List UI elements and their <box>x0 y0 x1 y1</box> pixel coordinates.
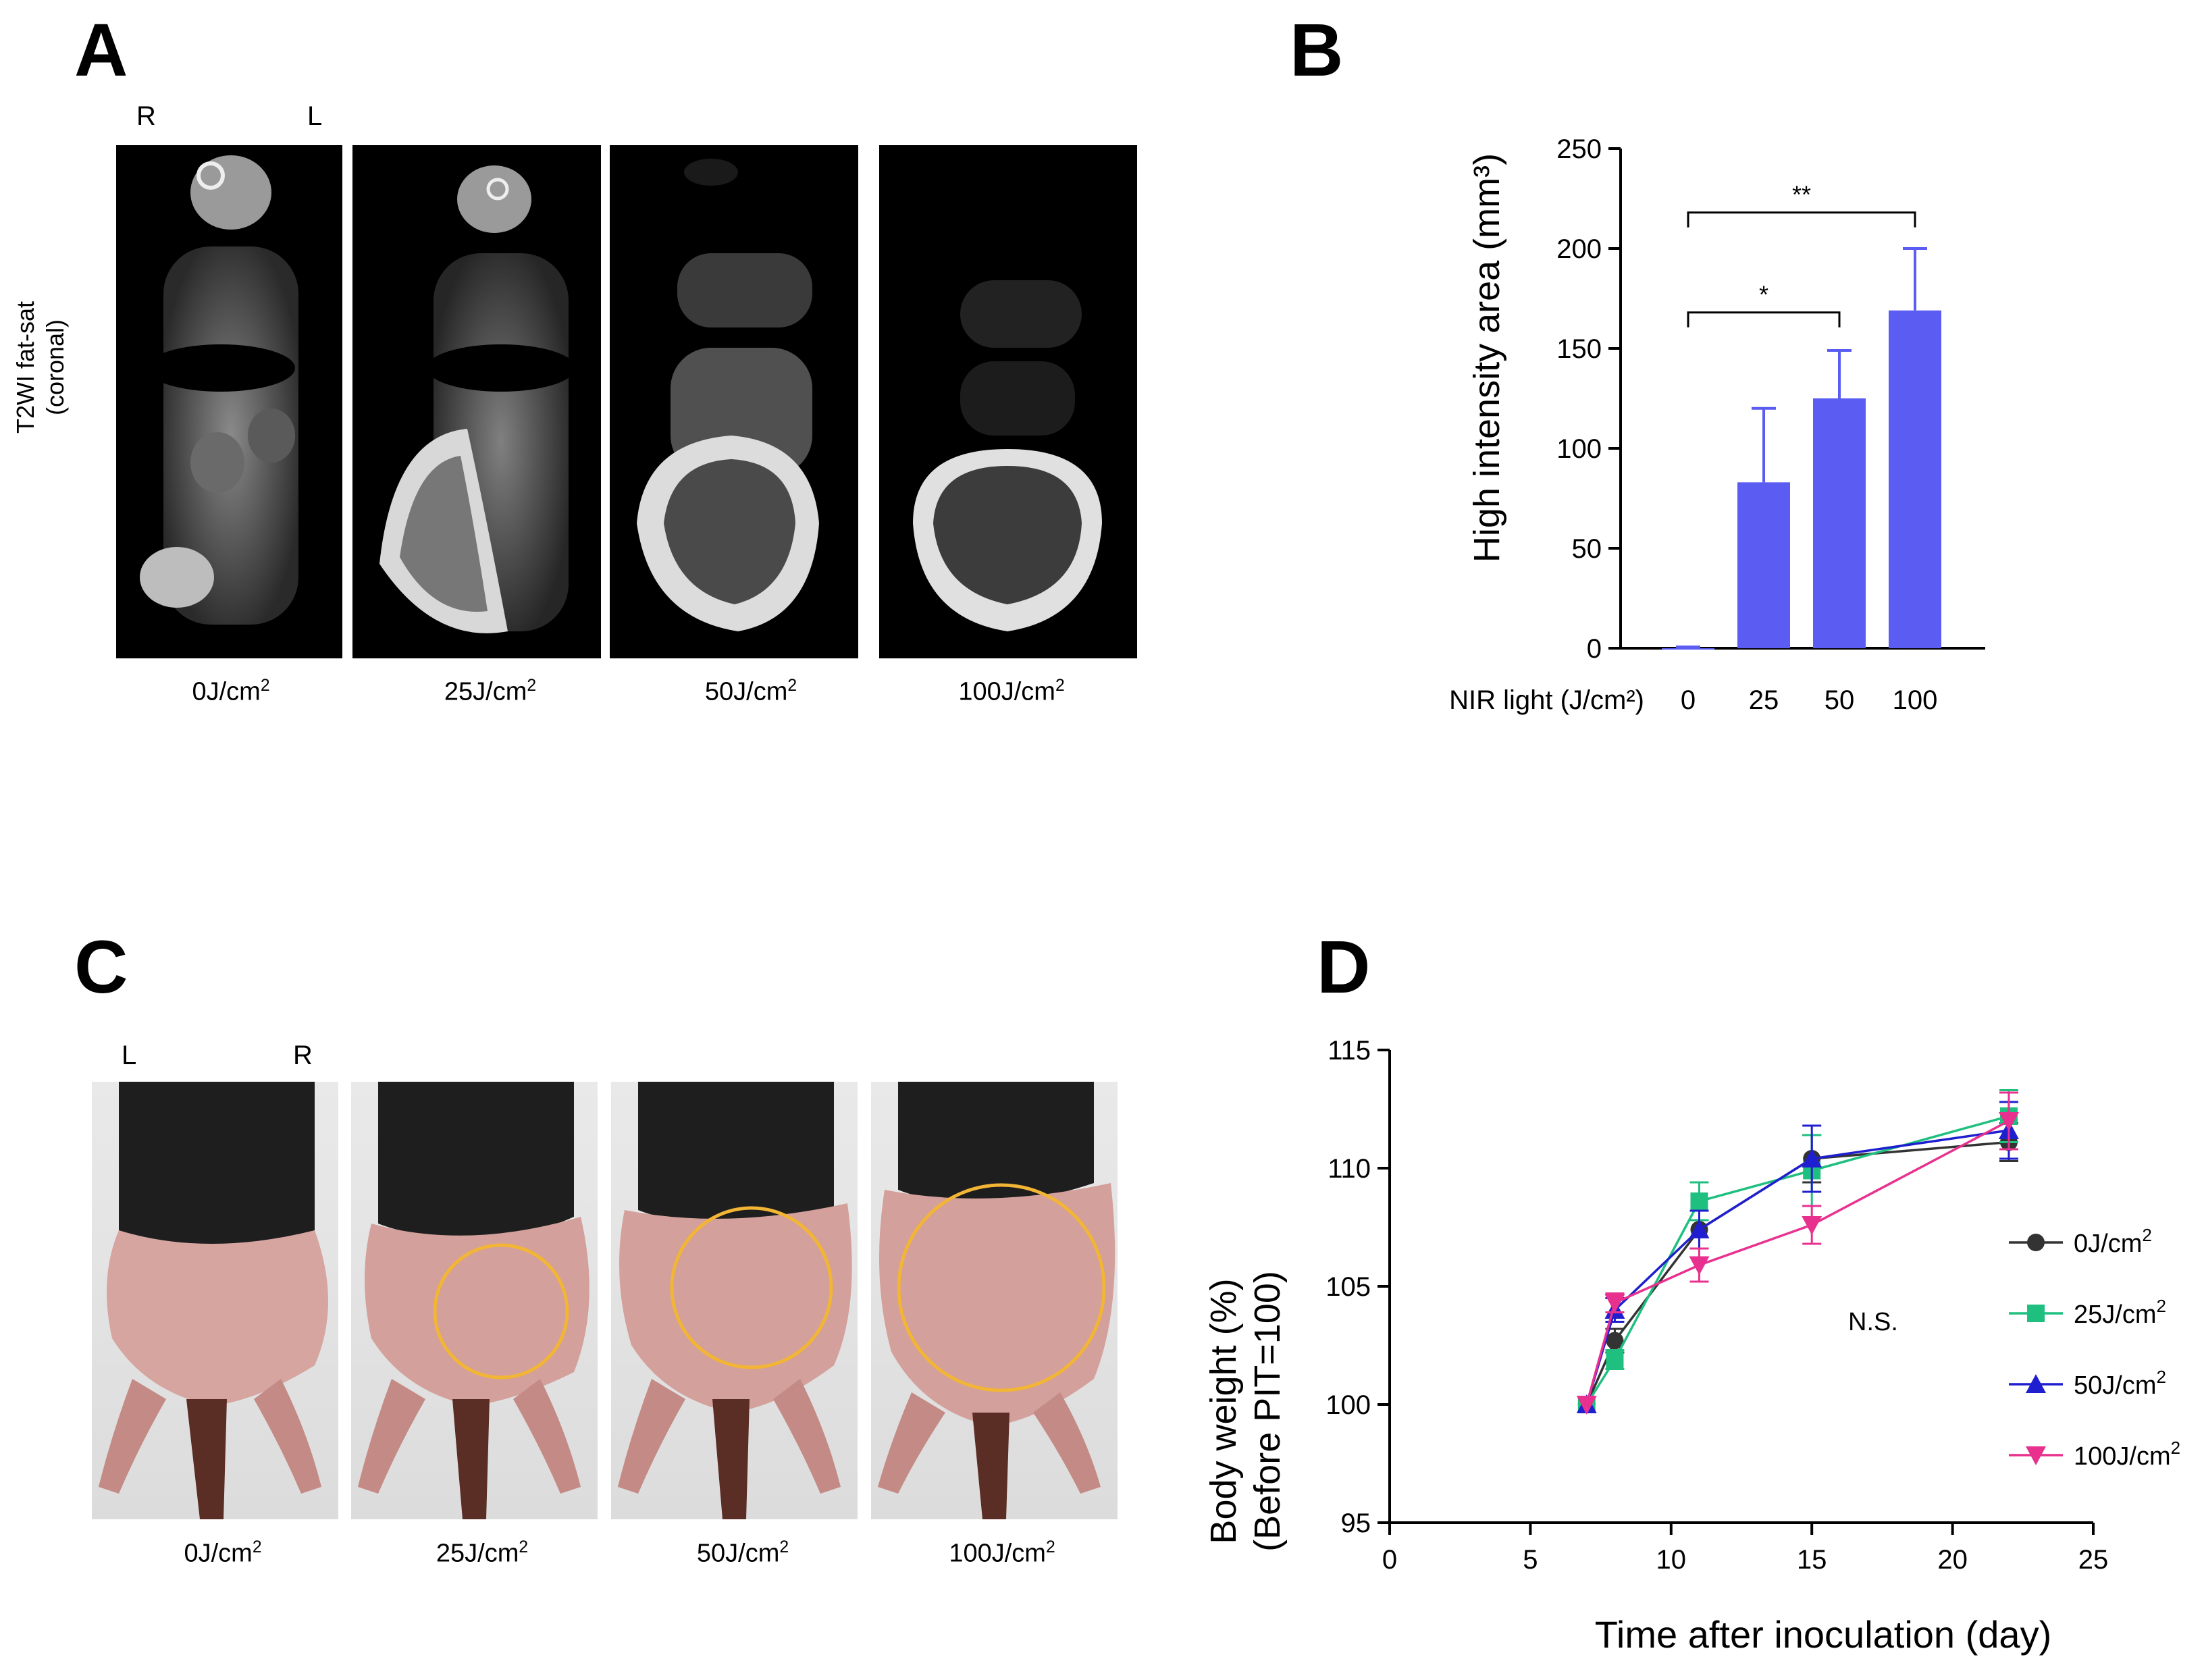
mouse-photo-25 <box>351 1082 598 1519</box>
panel-a-side-left: L <box>307 101 323 131</box>
series-line <box>1585 1115 2010 1405</box>
mri-image-100 <box>879 145 1137 658</box>
line-chart: 95 100 105 110 115 0 5 10 15 20 25 0J/cm2 25J/cm2 50… <box>1203 1036 2180 1656</box>
series-point <box>1606 1332 1624 1350</box>
bar-y-tick-label: 50 <box>1572 534 1602 564</box>
panel-a-caption-100: 100J/cm2 <box>958 677 1065 706</box>
bar-0 <box>1662 648 1714 650</box>
line-x-tick-label: 5 <box>1523 1545 1538 1575</box>
bar-chart-significance: *** <box>1687 181 1916 327</box>
significance-label: ** <box>1792 181 1811 209</box>
bar-chart-ylabel: High intensity area (mm³) <box>1467 153 1507 562</box>
panel-a-ylabel-line1: T2WI fat-sat <box>11 300 39 434</box>
tumor-circle-25 <box>433 1243 569 1380</box>
panel-c-caption-0: 0J/cm2 <box>184 1538 262 1568</box>
panel-b-label: B <box>1290 9 1344 92</box>
series-point <box>1690 1192 1708 1210</box>
panel-a-label: A <box>74 9 128 92</box>
line-x-tick-label: 20 <box>1937 1545 1968 1575</box>
panel-c-caption-25: 25J/cm2 <box>436 1538 529 1568</box>
series-2 <box>1576 1101 2019 1413</box>
series-line <box>1585 1140 2010 1405</box>
line-chart-series <box>1576 1089 2019 1415</box>
bar-x-tick-label: 0 <box>1681 685 1696 715</box>
line-y-tick-label: 105 <box>1326 1272 1371 1302</box>
bar-y-tick-label: 0 <box>1587 634 1602 664</box>
significance-label: * <box>1759 281 1768 309</box>
series-point <box>1689 1219 1710 1238</box>
line-x-tick-label: 25 <box>2078 1545 2109 1575</box>
mri-image-50 <box>610 145 858 658</box>
bar-y-tick-label: 150 <box>1556 334 1602 364</box>
mouse-photo-50 <box>611 1082 858 1519</box>
panel-a-ylabel: T2WI fat-sat (coronal) <box>11 301 74 434</box>
significance-bracket <box>1687 311 1841 327</box>
panel-c-side-left: L <box>122 1041 137 1070</box>
line-chart-ylabel-line2: (Before PIT=100) <box>1247 1271 1288 1552</box>
line-y-tick-label: 95 <box>1341 1508 1371 1538</box>
mri-image-0 <box>116 145 342 658</box>
series-point <box>1689 1256 1710 1276</box>
legend-marker <box>2026 1374 2046 1393</box>
legend-marker <box>2026 1446 2046 1465</box>
panel-d-label: D <box>1317 926 1371 1009</box>
line-chart-xlabel: Time after inoculation (day) <box>1595 1613 2051 1656</box>
bar-50 <box>1813 398 1866 648</box>
line-chart-axes: 95 100 105 110 115 0 5 10 15 20 25 <box>1326 1036 2108 1575</box>
bar-100 <box>1889 310 1941 648</box>
series-3 <box>1576 1091 2019 1415</box>
bar-y-tick-label: 100 <box>1556 434 1602 464</box>
panel-a-ylabel-line2: (coronal) <box>41 319 69 416</box>
series-point <box>1576 1396 1597 1415</box>
panel-c-label: C <box>74 926 128 1009</box>
mri-image-25 <box>352 145 601 658</box>
panel-a-caption-25: 25J/cm2 <box>444 677 537 706</box>
line-x-tick-label: 0 <box>1382 1545 1397 1575</box>
line-y-tick-label: 110 <box>1328 1154 1371 1184</box>
bar-chart-bars <box>1662 247 1941 650</box>
line-chart-annotation: N.S. <box>1848 1308 1898 1336</box>
series-line <box>1585 1129 2010 1405</box>
bar-x-tick-label: 25 <box>1749 685 1779 715</box>
mouse-photo-100 <box>871 1082 1118 1519</box>
legend-marker <box>2027 1305 2045 1322</box>
panel-a-side-right: R <box>136 101 156 131</box>
line-x-tick-label: 10 <box>1656 1545 1687 1575</box>
tumor-circle-50 <box>670 1206 833 1369</box>
panel-a-caption-50: 50J/cm2 <box>704 677 797 706</box>
line-y-tick-label: 100 <box>1326 1390 1371 1420</box>
legend-label: 25J/cm2 <box>2074 1296 2166 1329</box>
line-chart-legend: 0J/cm2 25J/cm2 50J/cm2 100J/cm2 <box>2009 1225 2180 1471</box>
legend-marker <box>2027 1234 2045 1251</box>
bar-x-tick-label: 50 <box>1825 685 1855 715</box>
legend-label: 100J/cm2 <box>2074 1438 2180 1471</box>
bar-y-tick-label: 200 <box>1556 234 1602 264</box>
series-line <box>1585 1120 2010 1405</box>
series-point <box>1606 1350 1624 1369</box>
series-point <box>1604 1294 1625 1313</box>
bar-y-tick-label: 250 <box>1556 134 1602 164</box>
line-y-tick-label: 115 <box>1328 1036 1371 1066</box>
series-point <box>1802 1149 1822 1167</box>
panel-c-side-right: R <box>293 1041 313 1070</box>
panel-a-caption-0: 0J/cm2 <box>192 677 270 706</box>
panel-c-caption-100: 100J/cm2 <box>949 1538 1055 1568</box>
bar-chart-xlabel: NIR light (J/cm²) <box>1449 685 1644 715</box>
line-chart-ylabel-line1: Body weight (%) <box>1203 1278 1244 1544</box>
mouse-photo-0 <box>92 1082 338 1519</box>
legend-label: 0J/cm2 <box>2074 1225 2152 1258</box>
tumor-circle-100 <box>897 1183 1106 1392</box>
panel-c-caption-50: 50J/cm2 <box>696 1538 789 1568</box>
series-point <box>1802 1216 1822 1235</box>
legend-label: 50J/cm2 <box>2074 1367 2166 1400</box>
bar-25 <box>1737 482 1790 648</box>
significance-bracket <box>1687 211 1916 228</box>
bar-x-tick-label: 100 <box>1893 685 1938 715</box>
line-x-tick-label: 15 <box>1797 1545 1827 1575</box>
series-point <box>1998 1112 2019 1131</box>
